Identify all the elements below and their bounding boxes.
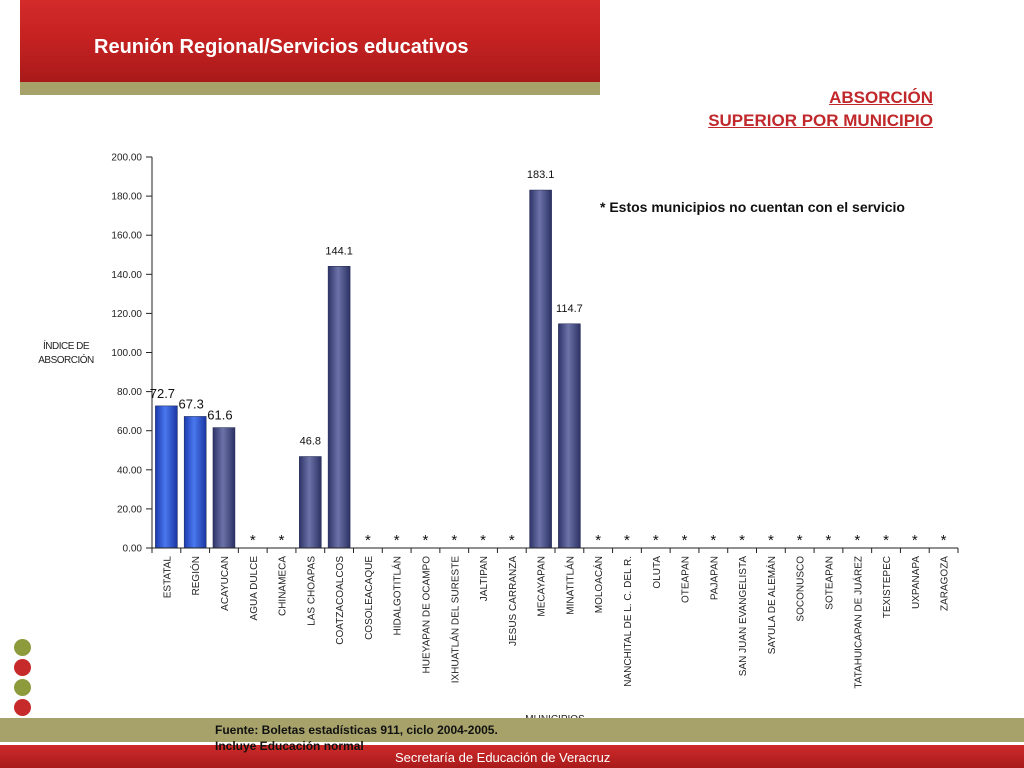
y-tick-label: 180.00 [111, 192, 142, 203]
x-tick-label: SAYULA DE ALEMÁN [765, 556, 778, 654]
x-tick-label: CHINAMECA [278, 556, 289, 616]
no-service-note: * Estos municipios no cuentan con el ser… [600, 199, 905, 215]
y-axis-label-line2: ABSORCIÓN [38, 353, 94, 366]
y-tick-label: 160.00 [111, 231, 142, 242]
x-tick-label: ESTATAL [162, 556, 173, 599]
decorative-dot-olive-2 [14, 679, 31, 696]
data-label: 61.6 [207, 408, 232, 423]
x-tick-label: IXHUATLÁN DEL SURESTE [448, 556, 461, 684]
x-tick-label: SAN JUAN EVANGELISTA [738, 556, 749, 677]
header-stripe [20, 82, 600, 95]
no-service-marker: * [883, 532, 889, 549]
y-tick-label: 0.00 [123, 544, 143, 555]
no-service-marker: * [509, 532, 515, 549]
data-label: 67.3 [179, 396, 204, 411]
y-tick-label: 100.00 [111, 348, 142, 359]
header-banner [20, 0, 600, 82]
no-service-marker: * [854, 532, 860, 549]
x-tick-label: COATZACOALCOS [335, 556, 346, 645]
bar [327, 266, 351, 549]
x-tick-label: PAJAPAN [709, 556, 720, 600]
y-tick-label: 60.00 [117, 426, 142, 437]
x-tick-label: LAS CHOAPAS [306, 556, 317, 626]
x-tick-label: HIDALGOTITLÁN [391, 556, 404, 635]
bar [558, 323, 581, 549]
data-label: 183.1 [527, 169, 555, 181]
page-title: Reunión Regional/Servicios educativos [94, 36, 469, 58]
data-label: 46.8 [300, 436, 321, 448]
x-tick-label: COSOLEACAQUE [364, 556, 375, 640]
bar [212, 427, 236, 549]
chart-title-line2: SUPERIOR POR MUNICIPIO [708, 111, 933, 130]
bar [155, 405, 178, 549]
bar [529, 189, 552, 549]
x-tick-label: SOCONUSCO [796, 556, 807, 622]
x-axis: ESTATAL REGIÓN ACAYUCAN AGUA DULCE CHINAMECA… [151, 547, 959, 689]
no-service-marker: * [595, 532, 601, 549]
data-label: 114.7 [556, 303, 583, 315]
x-tick-label: MECAYAPAN [537, 556, 548, 617]
x-tick-label: OTEAPAN [681, 556, 692, 603]
no-service-marker: * [250, 532, 256, 549]
no-service-marker: * [480, 532, 486, 549]
no-service-marker: * [739, 532, 745, 549]
y-tick-label: 200.00 [111, 153, 142, 164]
decorative-dot-red-2 [14, 699, 31, 716]
no-service-marker: * [826, 532, 832, 549]
x-tick-label: AGUA DULCE [249, 556, 260, 621]
no-service-marker: * [423, 532, 429, 549]
footer-stripe [0, 718, 1024, 742]
x-tick-label: ACAYUCAN [220, 556, 231, 611]
y-axis-label-line1: ÍNDICE DE [43, 339, 90, 352]
no-service-marker: * [768, 532, 774, 549]
x-tick-label: UXPANAPA [911, 556, 922, 609]
source-note: Fuente: Boletas estadísticas 911, ciclo … [215, 722, 498, 754]
y-tick-label: 140.00 [111, 270, 142, 281]
no-service-marker: * [912, 532, 918, 549]
y-tick-label: 20.00 [117, 504, 142, 515]
no-service-marker: * [682, 532, 688, 549]
x-tick-label: TATAHUICAPAN DE JUÁREZ [851, 556, 864, 689]
data-label: 144.1 [325, 245, 353, 257]
y-tick-label: 120.00 [111, 309, 142, 320]
x-tick-label: HUEYAPAN DE OCAMPO [421, 556, 432, 674]
no-service-marker: * [710, 532, 716, 549]
no-service-marker: * [365, 532, 371, 549]
x-tick-label: MOLOACÁN [592, 556, 605, 613]
y-tick-label: 40.00 [117, 465, 142, 476]
footer-banner [0, 745, 1024, 768]
chart-title: ABSORCIÓN SUPERIOR POR MUNICIPIO [708, 86, 933, 132]
x-tick-label: NANCHITAL DE L. C. DEL R. [623, 556, 634, 687]
y-axis: 0.00 20.00 40.00 60.00 80.00 100.00 120.00 140.… [111, 153, 153, 555]
bar [183, 416, 207, 549]
bars: 72.7 67.361.6 * * 46.8 144.1 * * * * * * 183.1 114.7 *… [150, 169, 947, 549]
no-service-marker: * [653, 532, 659, 549]
decorative-dot-red-1 [14, 659, 31, 676]
x-tick-label: MINATITLÁN [563, 556, 576, 615]
x-tick-label: JESUS CARRANZA [508, 556, 519, 646]
x-tick-label: OLUTA [652, 556, 663, 589]
no-service-marker: * [394, 532, 400, 549]
no-service-marker: * [797, 532, 803, 549]
x-tick-label: SOTEAPAN [824, 556, 835, 610]
x-tick-label: JALTIPAN [479, 556, 490, 601]
no-service-marker: * [624, 532, 630, 549]
data-label: 72.7 [150, 386, 175, 401]
footer-organization: Secretaría de Educación de Veracruz [395, 750, 611, 765]
y-tick-label: 80.00 [117, 387, 142, 398]
bar [299, 456, 322, 549]
x-tick-label: REGIÓN [189, 556, 202, 595]
source-line1: Fuente: Boletas estadísticas 911, ciclo … [215, 723, 498, 737]
no-service-marker: * [279, 532, 285, 549]
no-service-marker: * [941, 532, 947, 549]
chart-title-line1: ABSORCIÓN [829, 88, 933, 107]
x-tick-label: TEXISTEPEC [882, 556, 893, 618]
x-tick-label: ZARAGOZA [940, 556, 951, 611]
source-line2: Incluye Educación normal [215, 739, 364, 753]
no-service-marker: * [451, 532, 457, 549]
decorative-dot-olive-1 [14, 639, 31, 656]
